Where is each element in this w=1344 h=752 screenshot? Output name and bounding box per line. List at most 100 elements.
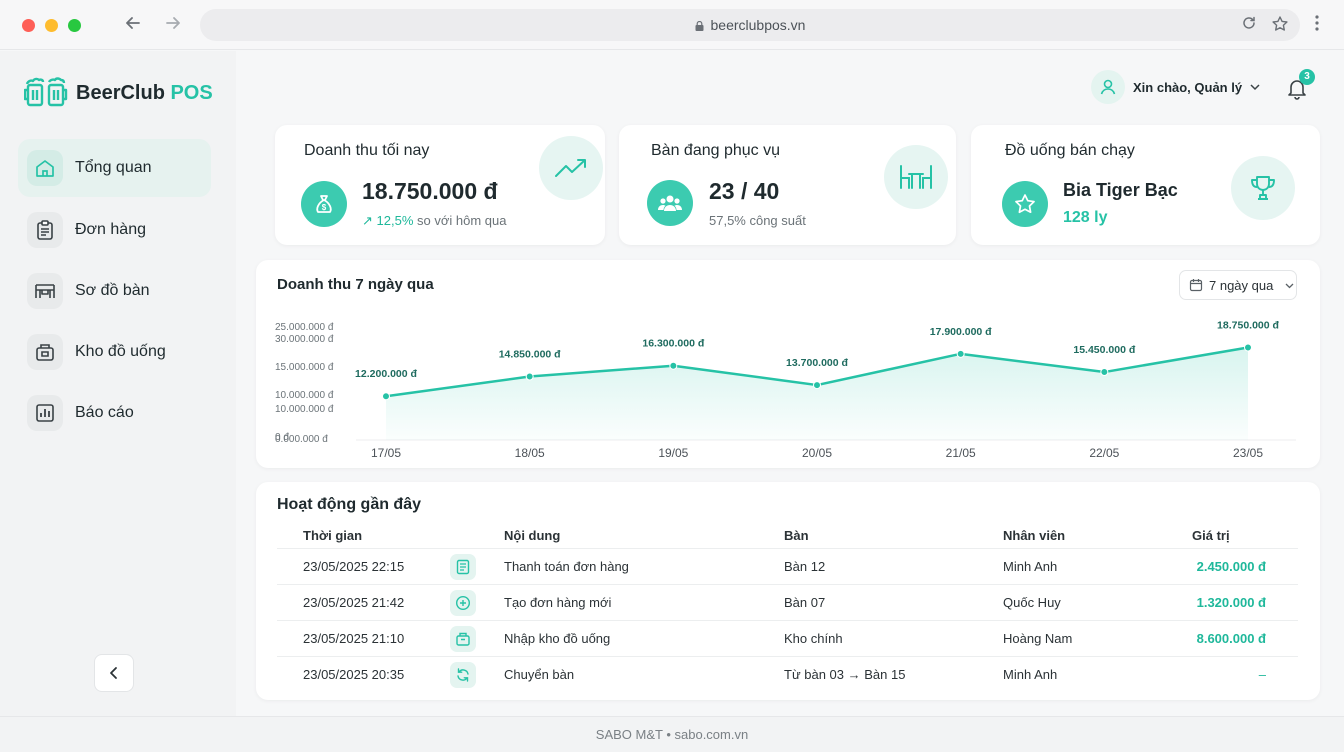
brand-name: BeerClub POS: [76, 81, 213, 104]
user-menu[interactable]: Xin chào, Quản lý: [1091, 70, 1260, 104]
data-point: [525, 372, 534, 381]
svg-text:$: $: [322, 203, 327, 212]
row-staff: Minh Anh: [1003, 559, 1058, 574]
chevron-down-icon: [1285, 283, 1294, 288]
x-tick-label: 19/05: [658, 446, 688, 460]
y-tick-label: 10.000.000 đ: [275, 404, 334, 415]
x-tick-label: 17/05: [371, 446, 401, 460]
clipboard-icon: [27, 212, 63, 248]
revenue-line-chart: 25.000.000 đ30.000.000 đ 15.000.000 đ 10.0…: [275, 320, 1296, 460]
row-staff: Hoàng Nam: [1003, 631, 1073, 646]
data-point: [956, 349, 965, 358]
sidebar-item-overview[interactable]: Tổng quan: [18, 139, 211, 197]
row-table: Từ bàn 03 → Bàn 15: [784, 667, 906, 682]
data-point: [1100, 368, 1109, 377]
sidebar: BeerClub POS Tổng quan Đơn hàng Sơ đồ bà…: [0, 51, 236, 716]
sidebar-item-label: Báo cáo: [75, 404, 134, 421]
series-area: [386, 347, 1248, 440]
row-value: 1.320.000 đ: [1196, 595, 1266, 610]
chart-title: Doanh thu 7 ngày qua: [277, 276, 434, 293]
url-text: beerclubpos.vn: [710, 17, 806, 33]
chevron-left-icon: [110, 667, 117, 679]
people-icon: [647, 180, 693, 226]
y-tick-label: 30.000.000 đ: [275, 334, 334, 345]
row-time: 23/05/2025 22:15: [303, 559, 405, 574]
sidebar-item-reports[interactable]: Báo cáo: [18, 384, 211, 442]
row-value: –: [1258, 667, 1266, 682]
column-header-table: Bàn: [784, 528, 809, 543]
brand-logo[interactable]: BeerClub POS: [24, 75, 213, 111]
dining-table-icon: [884, 145, 948, 209]
activity-row[interactable]: 23/05/2025 21:42 Tạo đơn hàng mới Bàn 07…: [277, 584, 1298, 620]
kpi-change: ↗ 12,5% so với hôm qua: [362, 213, 507, 228]
forward-arrow-icon[interactable]: [161, 13, 185, 37]
data-label: 13.700.000 đ: [786, 357, 848, 369]
trend-up-icon: [539, 136, 603, 200]
date-range-select[interactable]: 7 ngày qua: [1179, 270, 1297, 300]
trophy-icon: [1231, 156, 1295, 220]
y-tick-label: 25.000.000 đ: [275, 322, 334, 333]
x-tick-label: 22/05: [1089, 446, 1119, 460]
activity-row[interactable]: 23/05/2025 21:10 Nhập kho đồ uống Kho ch…: [277, 620, 1298, 656]
back-arrow-icon[interactable]: [121, 13, 145, 37]
data-label: 15.450.000 đ: [1073, 344, 1135, 356]
row-table: Bàn 07: [784, 595, 826, 610]
row-content: Nhập kho đồ uống: [504, 631, 611, 646]
data-label: 12.200.000 đ: [355, 368, 417, 380]
activity-row[interactable]: 23/05/2025 20:35 Chuyển bàn Từ bàn 03 → …: [277, 656, 1298, 692]
kpi-card-tables: Bàn đang phục vụ 23 / 40 57,5% công suất: [619, 125, 956, 245]
kpi-card-revenue: Doanh thu tối nay $ 18.750.000 đ ↗ 12,5%…: [275, 125, 605, 245]
window-minimize-button[interactable]: [45, 19, 58, 32]
sidebar-item-inventory[interactable]: Kho đồ uống: [18, 323, 211, 381]
calendar-icon: [1189, 279, 1203, 292]
sidebar-item-table-layout[interactable]: Sơ đồ bàn: [18, 262, 211, 320]
row-value: 2.450.000 đ: [1196, 559, 1266, 574]
row-table: Bàn 12: [784, 559, 826, 574]
kpi-value: 23 / 40: [709, 178, 780, 204]
sidebar-item-label: Sơ đồ bàn: [75, 282, 150, 299]
sidebar-item-label: Kho đồ uống: [75, 343, 166, 360]
data-point: [1244, 343, 1252, 352]
x-tick-label: 21/05: [946, 446, 976, 460]
window-close-button[interactable]: [22, 19, 35, 32]
browser-menu-icon[interactable]: [1307, 15, 1327, 35]
kpi-title: Doanh thu tối nay: [304, 142, 430, 159]
row-content: Thanh toán đơn hàng: [504, 559, 629, 574]
money-bag-icon: $: [301, 181, 347, 227]
user-avatar-icon: [1091, 70, 1125, 104]
column-header-time: Thời gian: [303, 528, 363, 543]
date-range-label: 7 ngày qua: [1209, 277, 1274, 293]
data-point: [382, 392, 390, 401]
lock-icon: [695, 21, 704, 31]
row-staff: Quốc Huy: [1003, 595, 1061, 610]
sidebar-item-orders[interactable]: Đơn hàng: [18, 201, 211, 259]
kpi-card-top-drink: Đồ uống bán chạy Bia Tiger Bạc 128 ly: [971, 125, 1320, 245]
row-table: Kho chính: [784, 631, 843, 646]
collapse-sidebar-button[interactable]: [94, 654, 134, 692]
x-tick-label: 18/05: [515, 446, 545, 460]
recent-activity-card: Hoạt động gần đây Thời gian Nội dung Bàn…: [256, 482, 1320, 700]
swap-icon: [450, 662, 476, 688]
row-time: 23/05/2025 20:35: [303, 667, 405, 682]
address-bar[interactable]: beerclubpos.vn: [200, 9, 1300, 41]
notification-badge: 3: [1299, 69, 1315, 85]
chevron-down-icon: [1250, 84, 1260, 91]
kpi-sub: 128 ly: [1063, 209, 1108, 226]
reload-icon[interactable]: [1239, 15, 1259, 35]
kpi-value: 18.750.000 đ: [362, 178, 498, 204]
row-time: 23/05/2025 21:42: [303, 595, 405, 610]
bookmark-star-icon[interactable]: [1270, 15, 1290, 35]
y-tick-label: 0 đ: [275, 432, 289, 443]
kpi-title: Đồ uống bán chạy: [1005, 142, 1135, 159]
activity-title: Hoạt động gần đây: [277, 496, 421, 513]
column-header-staff: Nhân viên: [1003, 528, 1066, 543]
row-staff: Minh Anh: [1003, 667, 1058, 682]
activity-row[interactable]: 23/05/2025 22:15 Thanh toán đơn hàng Bàn…: [277, 548, 1298, 584]
receipt-icon: [450, 554, 476, 580]
window-maximize-button[interactable]: [68, 19, 81, 32]
y-tick-label: 15.000.000 đ: [275, 362, 334, 373]
kpi-title: Bàn đang phục vụ: [651, 142, 780, 159]
row-content: Tạo đơn hàng mới: [504, 595, 612, 610]
kpi-value: Bia Tiger Bạc: [1063, 180, 1178, 200]
column-header-value: Giá trị: [1192, 528, 1230, 543]
